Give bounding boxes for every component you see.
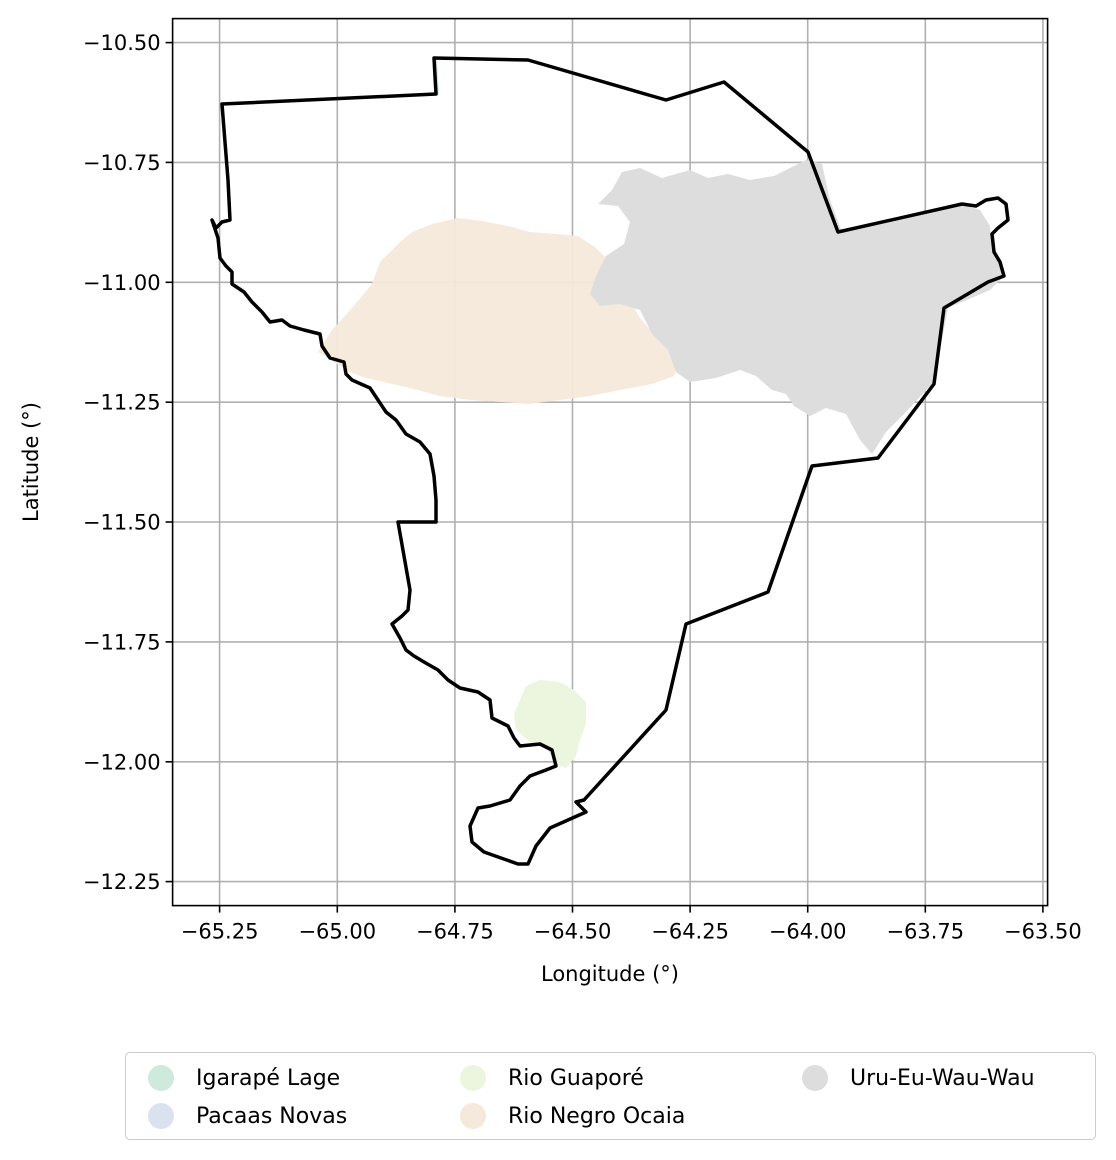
- y-tick-label: −12.00: [83, 750, 161, 774]
- legend-item-rio-negro-ocaia: Rio Negro Ocaia: [460, 1101, 685, 1131]
- x-tick-label: −64.75: [416, 920, 494, 944]
- y-tick-label: −11.25: [83, 391, 161, 415]
- legend-label-rio-negro-ocaia: Rio Negro Ocaia: [508, 1103, 686, 1129]
- legend-swatch-uru-eu-wau-wau: [802, 1065, 828, 1091]
- legend-swatch-igarape-lage: [148, 1065, 174, 1091]
- legend-swatch-rio-negro-ocaia: [460, 1103, 486, 1129]
- x-axis-title: Longitude (°): [541, 962, 679, 986]
- legend-swatch-rio-guapore: [460, 1065, 486, 1091]
- y-axis-title: Latitude (°): [19, 402, 43, 522]
- x-tick-label: −64.25: [651, 920, 729, 944]
- legend-label-igarape-lage: Igarapé Lage: [196, 1065, 341, 1091]
- legend-item-pacaas-novas: Pacaas Novas: [148, 1101, 347, 1131]
- y-tick-label: −10.75: [83, 151, 161, 175]
- region-rio-guapore: [514, 680, 586, 768]
- x-tick-label: −63.50: [1004, 920, 1082, 944]
- legend-label-uru-eu-wau-wau: Uru-Eu-Wau-Wau: [850, 1065, 1035, 1091]
- region-rio-negro-ocaia: [318, 218, 680, 404]
- legend: Igarapé Lage Pacaas Novas Rio Guaporé Ri…: [125, 1052, 1096, 1140]
- y-tick-label: −12.25: [83, 870, 161, 894]
- x-tick-label: −64.00: [769, 920, 847, 944]
- y-tick-label: −11.50: [83, 511, 161, 535]
- legend-item-rio-guapore: Rio Guaporé: [460, 1063, 644, 1093]
- x-tick-label: −65.00: [298, 920, 376, 944]
- x-tick-label: −63.75: [886, 920, 964, 944]
- region-uru-eu-wau-wau: [590, 160, 1004, 454]
- ticks-layer: −65.25 −65.00 −64.75 −64.50 −64.25 −64.00 −63.…: [83, 31, 1082, 944]
- boundary-outline: [210, 56, 1010, 866]
- y-tick-label: −10.50: [83, 31, 161, 55]
- legend-label-pacaas-novas: Pacaas Novas: [196, 1103, 348, 1129]
- y-tick-label: −11.00: [83, 271, 161, 295]
- legend-item-uru-eu-wau-wau: Uru-Eu-Wau-Wau: [802, 1063, 1035, 1093]
- legend-item-igarape-lage: Igarapé Lage: [148, 1063, 340, 1093]
- legend-label-rio-guapore: Rio Guaporé: [508, 1065, 644, 1091]
- x-tick-label: −64.50: [534, 920, 612, 944]
- y-tick-label: −11.75: [83, 630, 161, 654]
- legend-swatch-pacaas-novas: [148, 1103, 174, 1129]
- plot-frame: [171, 17, 1049, 907]
- x-tick-label: −65.25: [181, 920, 259, 944]
